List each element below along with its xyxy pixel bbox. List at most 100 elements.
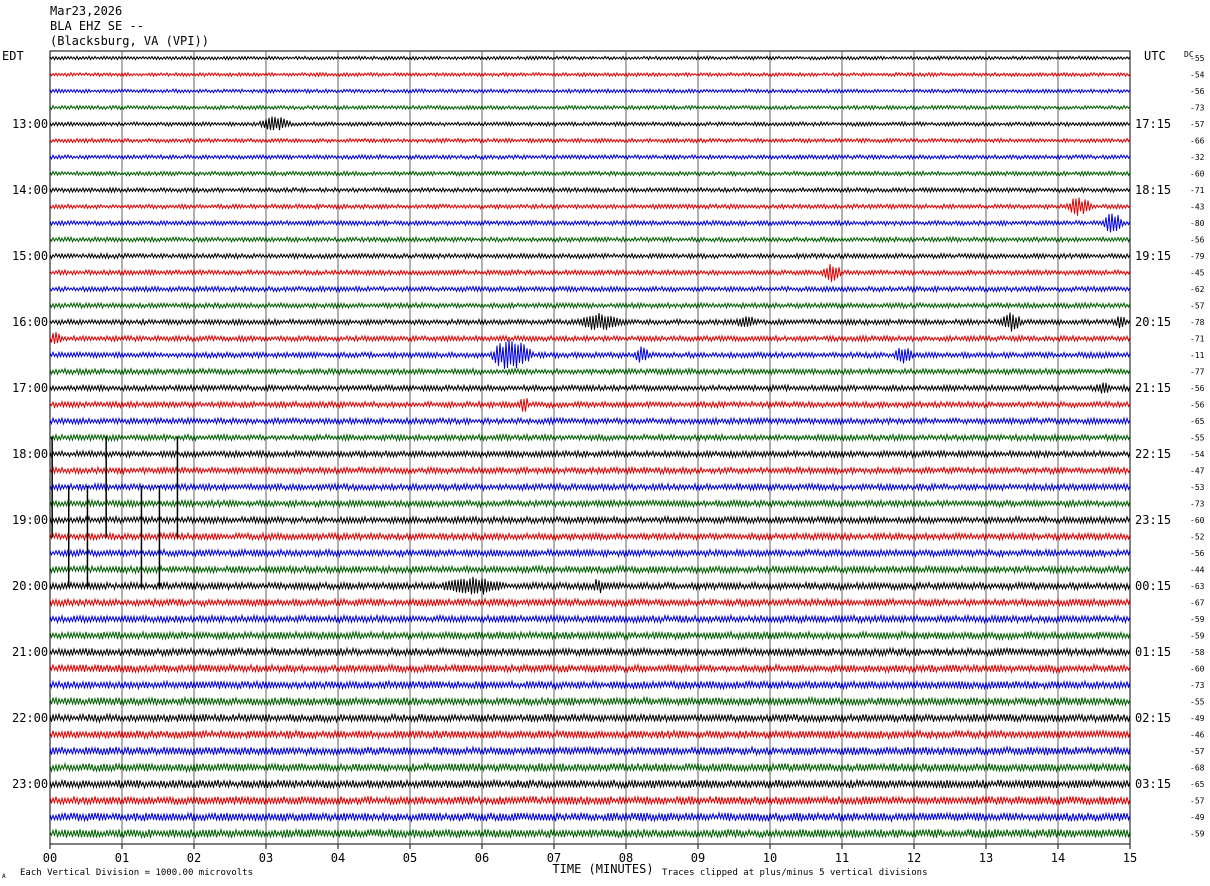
x-tick-label: 00	[43, 851, 57, 865]
x-tick-label: 12	[907, 851, 921, 865]
seismic-trace	[49, 104, 1131, 111]
dc-offset-label: -49	[1190, 714, 1205, 723]
seismic-trace	[49, 398, 1131, 412]
seismic-trace	[49, 251, 1131, 261]
dc-offset-label: -47	[1190, 467, 1205, 476]
seismic-trace	[49, 116, 1131, 131]
dc-offset-label: -79	[1190, 252, 1205, 261]
x-tick-label: 13	[979, 851, 993, 865]
dc-offset-label: -58	[1190, 648, 1205, 657]
footer-clip-note: Traces clipped at plus/minus 5 vertical …	[662, 868, 928, 878]
x-tick-label: 02	[187, 851, 201, 865]
dc-offset-label: -43	[1190, 203, 1205, 212]
seismic-trace	[49, 367, 1131, 377]
dc-offset-label: -68	[1190, 764, 1205, 773]
left-hour-label: 21:00	[12, 645, 48, 659]
dc-offset-label: -56	[1190, 87, 1205, 96]
dc-offset-label: -57	[1190, 302, 1205, 311]
dc-offset-label: -73	[1190, 104, 1205, 113]
seismic-trace	[49, 137, 1131, 144]
seismic-trace	[49, 213, 1131, 233]
dc-offset-label: -73	[1190, 681, 1205, 690]
x-tick-label: 03	[259, 851, 273, 865]
right-hour-label: 23:15	[1135, 513, 1171, 527]
seismic-trace	[49, 465, 1131, 476]
seismic-trace	[49, 564, 1131, 575]
x-tick-label: 08	[619, 851, 633, 865]
seismic-trace	[49, 744, 1131, 757]
seismic-trace	[49, 186, 1131, 194]
x-axis-label: TIME (MINUTES)	[552, 862, 653, 876]
seismic-trace	[49, 301, 1131, 310]
left-hour-label: 16:00	[12, 315, 48, 329]
dc-offset-label: -54	[1190, 71, 1205, 80]
seismic-trace	[49, 778, 1131, 790]
left-hour-label: 13:00	[12, 117, 48, 131]
dc-offset-label: -57	[1190, 747, 1205, 756]
seismic-trace	[49, 597, 1131, 609]
left-hour-label: 15:00	[12, 249, 48, 263]
dc-offset-label: -57	[1190, 797, 1205, 806]
left-hour-label: 22:00	[12, 711, 48, 725]
seismic-trace	[49, 235, 1131, 244]
dc-offset-label: -52	[1190, 533, 1205, 542]
dc-offset-label: -55	[1190, 434, 1205, 443]
left-timezone-label: EDT	[2, 49, 24, 63]
x-tick-label: 07	[547, 851, 561, 865]
seismic-trace	[49, 646, 1131, 658]
seismic-trace	[49, 531, 1131, 542]
seismic-trace	[49, 87, 1131, 95]
right-hour-label: 03:15	[1135, 777, 1171, 791]
dc-offset-label: -49	[1190, 813, 1205, 822]
dc-offset-label: -65	[1190, 417, 1205, 426]
dc-offset-label: -66	[1190, 137, 1205, 146]
seismic-trace	[49, 263, 1131, 283]
seismic-trace	[49, 416, 1131, 426]
footer-scale-note: Each Vertical Division = 1000.00 microvo…	[20, 868, 253, 878]
dc-offset-label: -65	[1190, 780, 1205, 789]
dc-offset-label: -59	[1190, 615, 1205, 624]
right-hour-label: 22:15	[1135, 447, 1171, 461]
right-hour-label: 19:15	[1135, 249, 1171, 263]
dc-offset-label: -71	[1190, 335, 1205, 344]
dc-offset-label: -56	[1190, 236, 1205, 245]
date-text: Mar23,2026	[50, 4, 123, 18]
dc-offset-label: -55	[1190, 54, 1205, 63]
seismic-trace	[49, 153, 1131, 161]
dc-offset-label: -80	[1190, 219, 1205, 228]
dc-offset-label: -56	[1190, 401, 1205, 410]
x-tick-label: 15	[1123, 851, 1137, 865]
seismic-trace	[49, 629, 1131, 642]
dc-offset-label: -73	[1190, 500, 1205, 509]
x-tick-label: 10	[763, 851, 777, 865]
seismic-trace	[49, 332, 1131, 344]
seismic-trace	[49, 71, 1131, 78]
seismic-trace	[49, 712, 1131, 724]
right-hour-label: 21:15	[1135, 381, 1171, 395]
right-hour-label: 01:15	[1135, 645, 1171, 659]
dc-offset-label: -59	[1190, 830, 1205, 839]
dc-label: DC	[1184, 50, 1194, 59]
right-timezone-label: UTC	[1144, 49, 1166, 63]
seismic-trace	[49, 514, 1131, 526]
seismic-trace	[49, 827, 1131, 840]
right-hour-label: 00:15	[1135, 579, 1171, 593]
seismic-trace	[49, 695, 1131, 708]
dc-offset-label: -56	[1190, 384, 1205, 393]
left-hour-label: 14:00	[12, 183, 48, 197]
plot-frame	[49, 50, 1131, 845]
seismic-trace	[49, 662, 1131, 675]
dc-offset-label: -57	[1190, 120, 1205, 129]
dc-offset-label: -45	[1190, 269, 1205, 278]
left-hour-label: 20:00	[12, 579, 48, 593]
dc-offset-label: -54	[1190, 450, 1205, 459]
right-hour-label: 17:15	[1135, 117, 1171, 131]
dc-offset-label: -71	[1190, 186, 1205, 195]
seismic-trace	[49, 613, 1131, 625]
dc-offset-label: -56	[1190, 549, 1205, 558]
seismic-trace	[49, 55, 1131, 61]
dc-offset-label: -55	[1190, 698, 1205, 707]
seismic-trace	[49, 284, 1131, 294]
seismic-trace	[49, 312, 1131, 332]
